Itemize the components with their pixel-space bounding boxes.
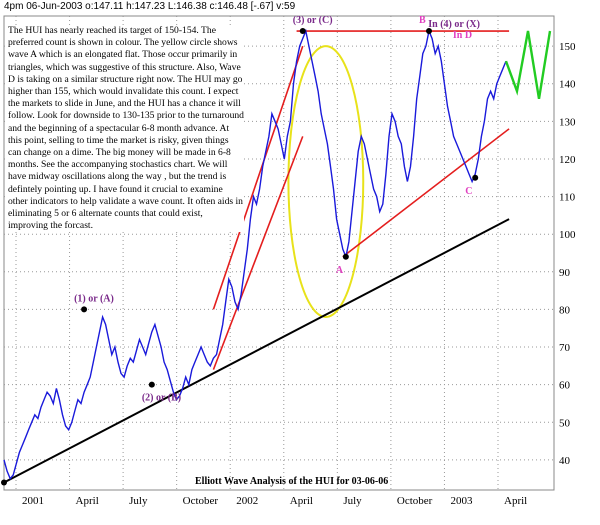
analysis-commentary: The HUI has nearly reached its target of… [8, 25, 244, 233]
wave-label: A [336, 265, 344, 276]
grid [3, 15, 555, 491]
x-tick-label: April [76, 495, 99, 507]
y-tick-label: 60 [559, 380, 571, 392]
x-axis: 2001 April July October 2002 April July October… [22, 495, 527, 507]
x-tick-label: 2003 [450, 495, 473, 507]
chart-title: Elliott Wave Analysis of the HUI for 03-… [195, 476, 389, 487]
y-tick-label: 40 [559, 455, 571, 467]
trendline [3, 218, 510, 484]
y-tick-label: 110 [559, 192, 576, 204]
overlay-lines [3, 30, 510, 484]
projection-line [504, 30, 552, 99]
pivot-dot [426, 28, 433, 35]
pivot-dot [81, 306, 88, 313]
x-tick-label: July [129, 495, 148, 507]
plot-frame [3, 15, 555, 491]
trendline [342, 128, 510, 258]
wave-label: In D [453, 30, 472, 41]
pivot-dot [472, 174, 479, 181]
wave-label: (3) or (C) [293, 15, 333, 26]
trendline [212, 136, 304, 370]
y-tick-label: 130 [559, 116, 576, 128]
x-tick-label: 2002 [236, 495, 258, 507]
x-tick-label: 2001 [22, 495, 44, 507]
wave-label: C [465, 186, 472, 197]
x-tick-label: October [397, 495, 433, 507]
y-tick-label: 80 [559, 304, 571, 316]
y-tick-label: 70 [559, 342, 571, 354]
x-tick-label: April [504, 495, 527, 507]
x-tick-label: July [343, 495, 362, 507]
wave-label: (1) or (A) [74, 293, 114, 304]
y-tick-label: 120 [559, 154, 576, 166]
quote-header: 4pm 06-Jun-2003 o:147.11 h:147.23 L:146.… [4, 1, 296, 12]
price-line [3, 28, 507, 481]
y-axis: 40 50 60 70 80 90 100 110 120 130 140 150 [559, 41, 576, 467]
wave-label: In (4) or (X) [428, 19, 480, 30]
y-tick-label: 150 [559, 41, 576, 53]
wave-label: B [419, 15, 426, 26]
x-tick-label: October [183, 495, 219, 507]
y-tick-label: 50 [559, 417, 571, 429]
x-tick-label: April [290, 495, 313, 507]
y-tick-label: 90 [559, 267, 571, 279]
y-tick-label: 100 [559, 229, 576, 241]
wave-label: (2) or (B) [142, 393, 181, 404]
wave-a-circle [287, 45, 365, 318]
price-series [1, 28, 552, 486]
wave-labels: (1) or (A) (2) or (B) (3) or (C) In (4) or … [74, 15, 480, 404]
trendline [212, 45, 304, 310]
pivot-dot [342, 253, 349, 260]
y-tick-label: 140 [559, 79, 576, 91]
pivot-dot [299, 28, 306, 35]
pivot-dot [1, 479, 7, 486]
pivot-dot [148, 381, 155, 388]
